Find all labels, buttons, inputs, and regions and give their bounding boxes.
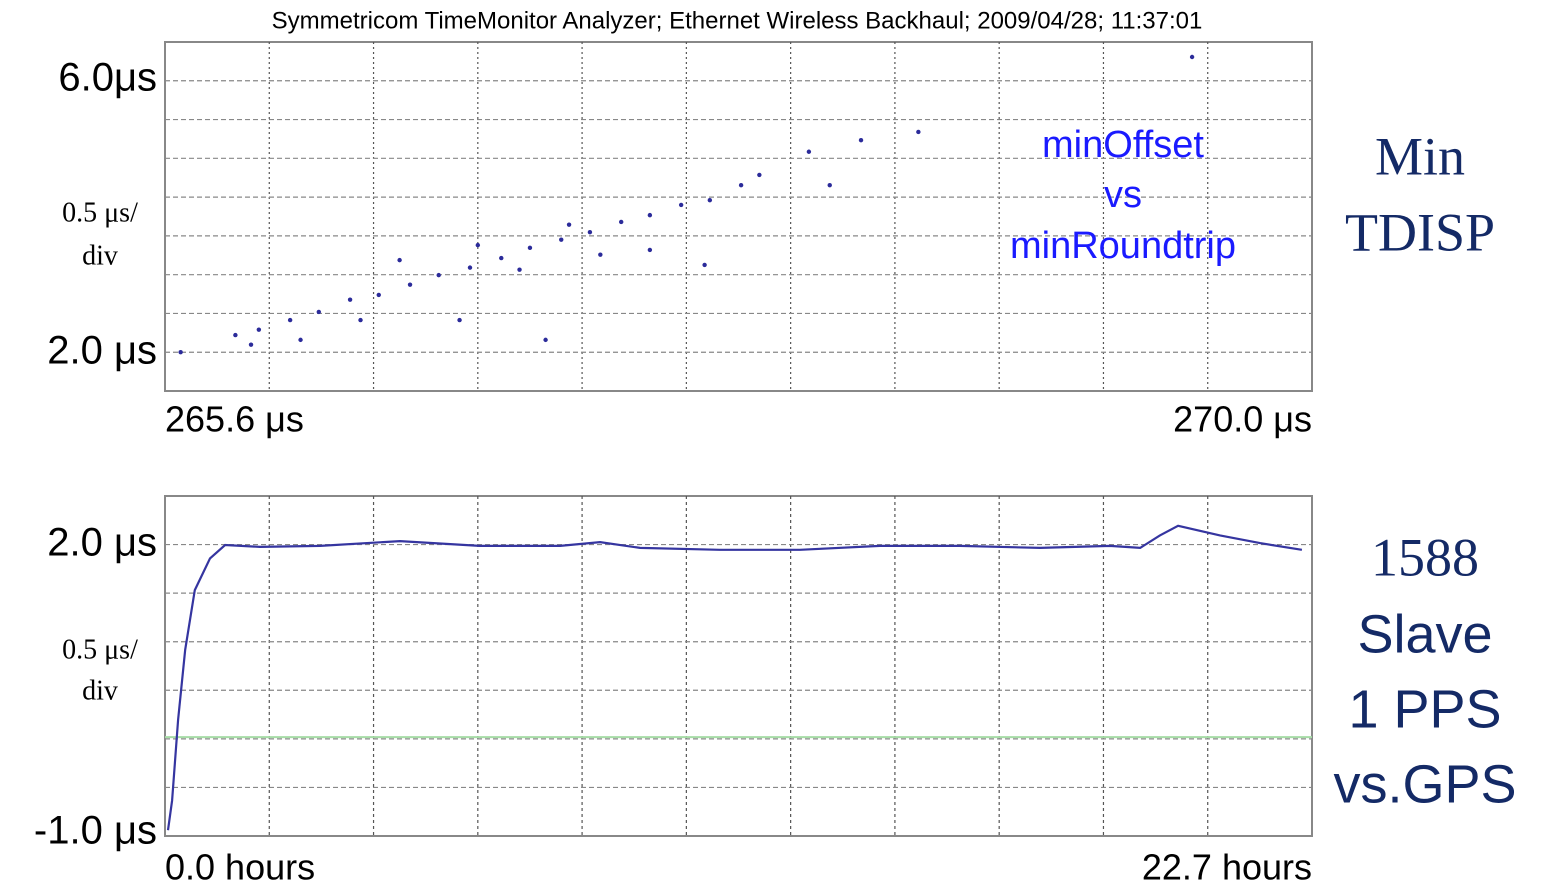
x-tick-label: 22.7 hours [1142, 847, 1312, 888]
scatter-point [647, 247, 653, 253]
scatter-point [316, 309, 322, 315]
scatter-point [358, 317, 363, 323]
scatter-point [287, 317, 293, 323]
x-tick-label: 270.0 μs [1173, 399, 1312, 440]
scatter-point [298, 337, 303, 343]
chart-title: Symmetricom TimeMonitor Analyzer; Ethern… [272, 7, 1203, 34]
side-label: Slave [1357, 604, 1492, 664]
annotation: minOffset [1042, 124, 1204, 166]
y-tick-label: -1.0 μs [34, 809, 157, 853]
x-tick-label: 265.6 μs [165, 399, 304, 440]
side-label: Min [1375, 126, 1465, 186]
scatter-point [916, 129, 921, 135]
scatter-point [407, 282, 413, 287]
scatter-point [397, 257, 402, 263]
scale-label: div [82, 240, 118, 271]
scatter-point [527, 245, 533, 251]
scatter-point [457, 317, 462, 323]
scatter-point [376, 292, 381, 298]
plot-area [164, 41, 1313, 392]
y-tick-label: 2.0 μs [47, 521, 157, 565]
y-tick-label: 2.0 μs [47, 328, 157, 372]
scatter-point [647, 212, 653, 218]
scatter-point [559, 237, 564, 242]
side-label: 1 PPS [1348, 679, 1501, 739]
scatter-point [475, 242, 481, 248]
scatter-point [178, 349, 183, 355]
scatter-point [347, 297, 353, 302]
scatter-point [517, 267, 522, 272]
data-line [166, 524, 1303, 831]
scatter-point [738, 182, 744, 188]
scatter-point [256, 327, 262, 332]
scatter-point [436, 272, 441, 278]
x-tick-label: 0.0 hours [165, 847, 315, 888]
scatter-point [499, 255, 504, 261]
scatter-point [702, 262, 707, 268]
scatter-point [707, 197, 713, 203]
scatter-point [566, 222, 572, 227]
scatter-point [1189, 54, 1195, 60]
side-label: TDISP [1345, 202, 1495, 262]
scatter-point [827, 182, 832, 188]
plot-area [164, 495, 1313, 837]
annotation: minRoundtrip [1010, 225, 1236, 267]
side-label: 1588 [1371, 527, 1479, 587]
scatter-point [757, 172, 762, 178]
y-tick-label: 6.0μs [58, 56, 157, 100]
scale-label: 0.5 μs/ [62, 634, 138, 665]
scatter-point [233, 332, 238, 338]
scatter-point [806, 149, 812, 154]
scatter-point [618, 219, 624, 225]
scatter-point [248, 342, 254, 347]
scatter-point [678, 202, 684, 208]
scatter-point [587, 229, 593, 235]
scatter-point [858, 137, 864, 143]
side-label: vs.GPS [1333, 754, 1516, 814]
scatter-point [598, 252, 603, 257]
scatter-point [467, 265, 473, 270]
scale-label: 0.5 μs/ [62, 197, 138, 228]
scale-label: div [82, 675, 118, 706]
annotation: vs [1104, 174, 1142, 216]
scatter-point [543, 337, 548, 343]
